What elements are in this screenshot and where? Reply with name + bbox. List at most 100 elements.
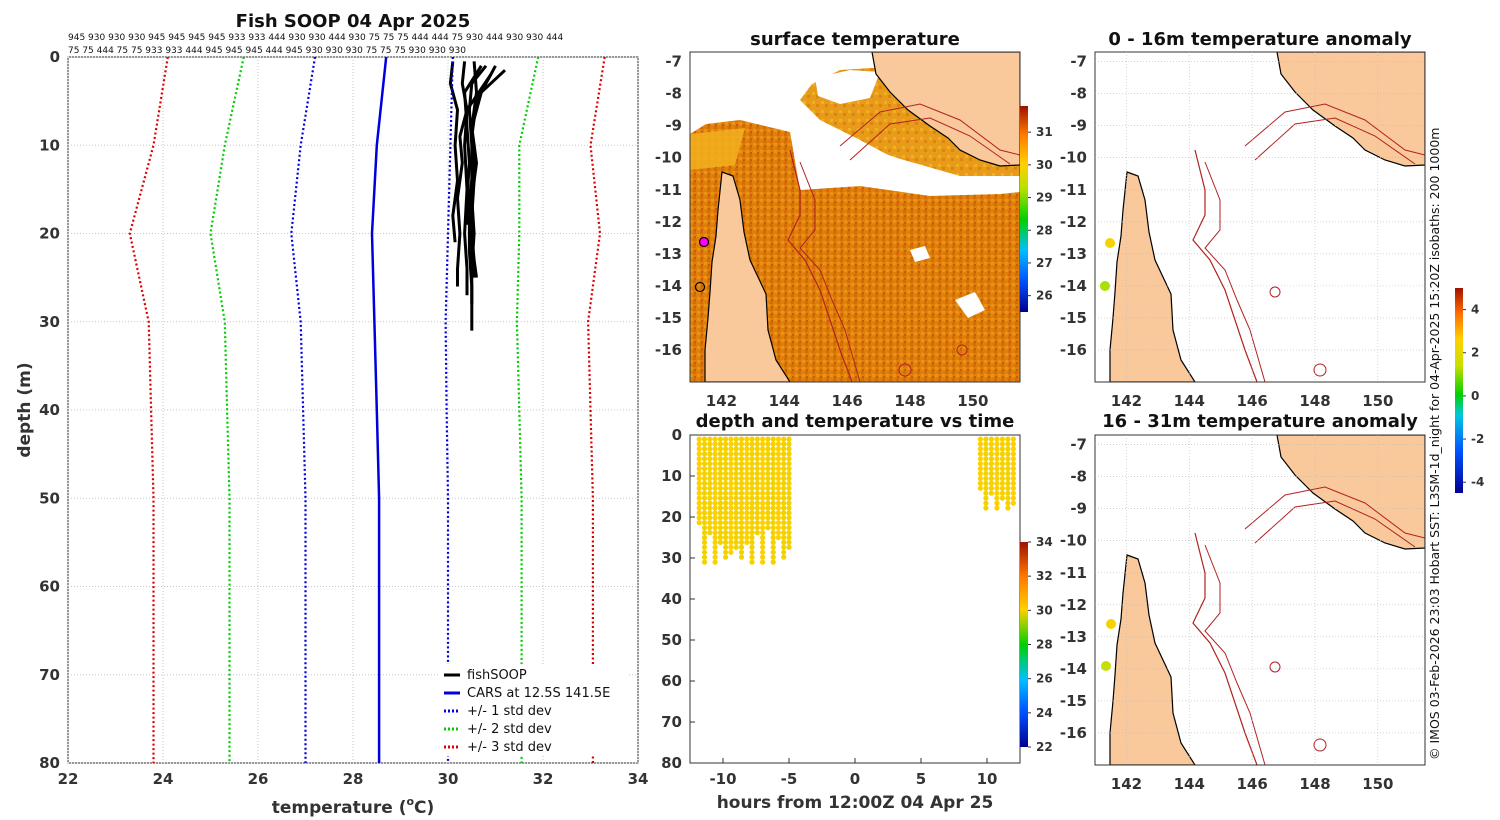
lat-tick-label: -7 bbox=[665, 53, 682, 71]
time-scatter-point bbox=[712, 466, 718, 472]
time-scatter-point bbox=[717, 505, 724, 511]
time-scatter-point bbox=[749, 554, 755, 560]
time-scatter-point bbox=[754, 436, 760, 442]
time-scatter-point bbox=[754, 520, 760, 526]
time-scatter-point bbox=[733, 500, 739, 506]
time-scatter-point bbox=[728, 466, 734, 472]
time-colorbar bbox=[1020, 542, 1028, 747]
time-scatter-point bbox=[712, 554, 718, 560]
time-scatter-point bbox=[999, 446, 1006, 452]
time-scatter-point bbox=[754, 510, 760, 516]
time-scatter-point bbox=[781, 530, 787, 536]
time-scatter-point bbox=[701, 544, 708, 550]
time-scatter-point bbox=[707, 515, 713, 521]
time-scatter-point bbox=[786, 500, 792, 506]
time-scatter-point bbox=[723, 534, 729, 541]
time-scatter-point bbox=[707, 525, 713, 531]
time-scatter-point bbox=[754, 515, 760, 521]
lat-tick-label: -10 bbox=[1060, 532, 1087, 550]
time-scatter-point bbox=[701, 534, 708, 541]
time-scatter-point bbox=[738, 436, 745, 442]
time-scatter-point bbox=[749, 534, 755, 541]
time-scatter-point bbox=[749, 515, 755, 521]
time-scatter-point bbox=[988, 485, 995, 491]
lon-tick-label: 144 bbox=[1174, 392, 1205, 410]
time-scatter-point bbox=[775, 441, 782, 447]
anomaly-16-31-map bbox=[1095, 435, 1425, 765]
time-scatter-point bbox=[1010, 451, 1017, 457]
time-scatter-point bbox=[728, 436, 734, 442]
lat-tick-label: -11 bbox=[1060, 181, 1087, 199]
time-scatter-point bbox=[775, 475, 782, 482]
time-y-tick-label: 70 bbox=[661, 713, 682, 731]
time-scatter-point bbox=[749, 500, 755, 506]
time-scatter-point bbox=[733, 534, 739, 541]
time-scatter-point bbox=[733, 485, 739, 491]
time-scatter-point bbox=[988, 456, 995, 462]
time-scatter-point bbox=[701, 470, 708, 477]
time-scatter-point bbox=[786, 480, 792, 486]
time-scatter-point bbox=[754, 451, 760, 457]
time-scatter-point bbox=[1005, 446, 1011, 452]
time-scatter-point bbox=[738, 539, 745, 546]
time-scatter-point bbox=[786, 441, 792, 447]
time-scatter-point bbox=[781, 436, 787, 442]
time-scatter-point bbox=[717, 461, 724, 467]
time-scatter-point bbox=[728, 505, 734, 511]
time-y-tick-label: 80 bbox=[661, 754, 682, 772]
time-scatter-point bbox=[786, 490, 792, 496]
time-scatter-point bbox=[701, 475, 708, 482]
time-scatter-point bbox=[707, 451, 713, 457]
time-scatter-point bbox=[760, 466, 766, 472]
time-scatter-point bbox=[983, 485, 989, 491]
time-scatter-point bbox=[707, 475, 713, 482]
time-scatter-point bbox=[707, 446, 713, 452]
time-scatter-point bbox=[712, 539, 718, 546]
time-scatter-point bbox=[749, 441, 755, 447]
time-scatter-point bbox=[744, 520, 750, 526]
time-scatter-point bbox=[723, 485, 729, 491]
time-scatter-point bbox=[712, 470, 718, 477]
time-scatter-point bbox=[786, 495, 792, 501]
time-scatter-point bbox=[738, 441, 745, 447]
time-scatter-point bbox=[728, 510, 734, 516]
time-scatter-point bbox=[696, 461, 702, 467]
time-scatter-point bbox=[733, 446, 739, 452]
time-scatter-point bbox=[738, 480, 745, 486]
x-tick-label: 24 bbox=[153, 770, 174, 788]
time-scatter-point bbox=[765, 520, 771, 526]
lat-tick-label: -14 bbox=[655, 277, 682, 295]
time-scatter-point bbox=[707, 470, 713, 477]
time-scatter-point bbox=[707, 490, 713, 496]
colorbar-tick-label: 31 bbox=[1036, 125, 1053, 139]
time-scatter-point bbox=[760, 436, 766, 442]
time-scatter bbox=[696, 436, 1017, 565]
time-y-tick-label: 10 bbox=[661, 467, 682, 485]
time-scatter-point bbox=[733, 436, 739, 442]
time-scatter-point bbox=[738, 530, 745, 536]
time-scatter-point bbox=[999, 436, 1006, 442]
time-scatter-point bbox=[786, 505, 792, 511]
time-scatter-point bbox=[994, 456, 1000, 462]
std-dev-line-lower bbox=[290, 56, 317, 763]
lat-tick-label: -9 bbox=[1070, 117, 1087, 135]
time-scatter-point bbox=[983, 500, 989, 506]
time-scatter-point bbox=[712, 461, 718, 467]
time-scatter-point bbox=[723, 544, 729, 550]
fishsoop-profile-line bbox=[470, 65, 497, 278]
lon-tick-label: 150 bbox=[957, 392, 988, 410]
anomaly-0-16-title: 0 - 16m temperature anomaly bbox=[1108, 29, 1411, 50]
time-scatter-point bbox=[701, 500, 708, 506]
time-scatter-point bbox=[999, 456, 1006, 462]
lat-tick-label: -16 bbox=[655, 341, 682, 359]
time-scatter-point bbox=[717, 466, 724, 472]
time-scatter-point bbox=[781, 441, 787, 447]
time-scatter-point bbox=[775, 451, 782, 457]
time-scatter-point bbox=[738, 490, 745, 496]
time-scatter-point bbox=[749, 505, 755, 511]
time-scatter-point bbox=[728, 490, 734, 496]
time-scatter-point bbox=[760, 510, 766, 516]
lon-tick-label: 146 bbox=[1236, 392, 1267, 410]
isobath-200 bbox=[787, 149, 853, 382]
time-scatter-point bbox=[760, 525, 766, 531]
